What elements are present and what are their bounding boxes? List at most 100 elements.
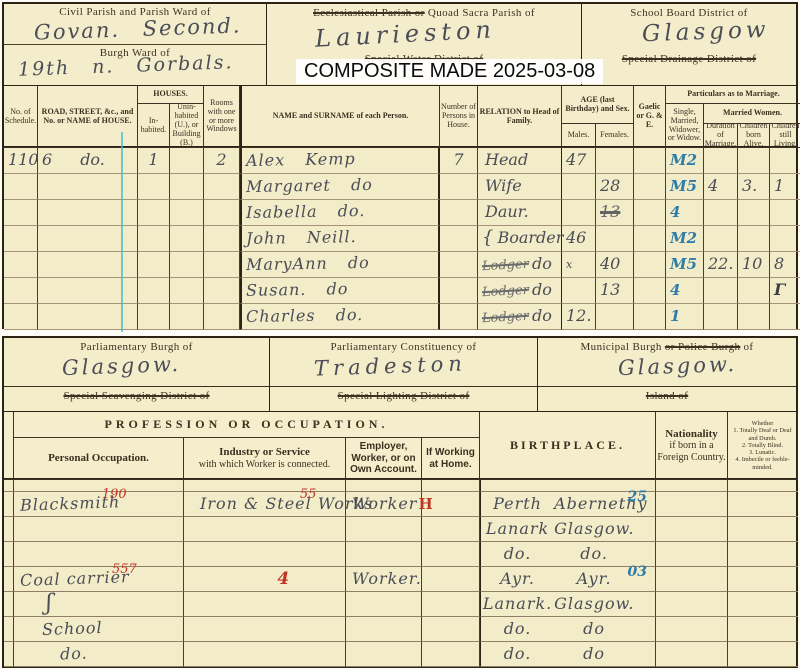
marriage-cell: 1 xyxy=(666,304,704,330)
table2-body: 190 Blacksmith 55 Iron & Steel Works Worke… xyxy=(4,480,798,667)
rooms-cell xyxy=(204,226,240,252)
col-schedule-header: No. of Schedule. xyxy=(4,86,38,148)
relation-cell: Lodger do xyxy=(478,304,562,330)
gaelic-cell xyxy=(634,252,666,278)
age-female-cell: 28 xyxy=(596,174,634,200)
col-males-header: Males. xyxy=(562,124,596,148)
children-born-cell xyxy=(738,278,770,304)
inhabited-cell xyxy=(138,200,170,226)
rooms-cell xyxy=(204,278,240,304)
birthplace-cell: do. do. xyxy=(480,542,656,567)
marriage-cell: M2 xyxy=(666,226,704,252)
children-born-cell: 10 xyxy=(738,252,770,278)
col-birthplace-header: BIRTHPLACE. xyxy=(480,412,656,480)
col-nationality-header: Nationality if born in a Foreign Country… xyxy=(656,412,728,480)
working-at-home-cell xyxy=(422,592,480,617)
working-at-home-cell xyxy=(422,642,480,667)
birthplace-cell: Lanark. Glasgow. xyxy=(480,592,656,617)
persons-cell xyxy=(440,304,478,330)
infirmity-cell xyxy=(728,542,798,567)
police-burgh-struck-label: or Police Burgh xyxy=(664,341,741,353)
persons-cell xyxy=(440,278,478,304)
working-at-home-cell xyxy=(422,492,480,517)
col-houses-header: HOUSES. xyxy=(138,86,204,104)
road-cell xyxy=(38,174,138,200)
road-cell: 6 do. xyxy=(38,148,138,174)
schedule-cell: 110 xyxy=(4,148,39,174)
col-gaelic-header: Gaelic or G. & E. xyxy=(634,86,666,148)
name-cell: MaryAnn do xyxy=(240,252,440,278)
industry-cell xyxy=(184,542,346,567)
uninhabited-cell xyxy=(170,200,204,226)
cyan-mark-line xyxy=(121,132,123,332)
col-age-header: AGE (last Birthday) and Sex. xyxy=(562,86,634,124)
inhabited-cell xyxy=(138,252,170,278)
civil-parish-label: Civil Parish and Parish Ward of xyxy=(59,6,211,18)
children-living-cell: 1 xyxy=(770,304,800,330)
relation-cell: Wife xyxy=(478,174,562,200)
island-struck-label: Island of xyxy=(645,390,689,402)
uninhabited-cell xyxy=(170,252,204,278)
duration-cell xyxy=(704,304,738,330)
relation-cell: Head xyxy=(478,148,562,174)
marriage-cell: M5 xyxy=(666,252,704,278)
industry-cell xyxy=(184,617,346,642)
birthplace-cell: do. do xyxy=(480,617,656,642)
children-born-cell xyxy=(738,226,770,252)
lighting-struck-label: Special Lighting District of xyxy=(337,390,470,402)
infirmity-cell xyxy=(728,642,798,667)
infirmity-cell xyxy=(728,617,798,642)
gaelic-cell xyxy=(634,304,666,330)
age-male-cell: 47 xyxy=(562,148,596,174)
gaelic-cell xyxy=(634,226,666,252)
quoad-sacra-value: Laurieston xyxy=(314,15,497,53)
birthplace-cell: Ayr. Ayr. 03 xyxy=(480,564,656,592)
marriage-cell: M5 xyxy=(666,174,704,200)
col-name-header: NAME and SURNAME of each Person. xyxy=(240,86,440,148)
col-occupation-header: Personal Occupation. xyxy=(14,438,184,480)
working-at-home-cell xyxy=(422,542,480,567)
uninhabited-cell xyxy=(170,148,204,174)
occupation-cell: School xyxy=(14,617,184,642)
name-cell: Alex Kemp xyxy=(240,148,440,174)
name-cell: Susan. do xyxy=(240,278,440,304)
name-cell: Charles do. xyxy=(240,304,440,330)
industry-cell: 4 xyxy=(184,567,346,592)
infirmity-cell xyxy=(728,517,798,542)
schedule-cell xyxy=(4,226,38,252)
inhabited-cell: 1 xyxy=(138,148,170,174)
inhabited-cell xyxy=(138,174,170,200)
duration-cell: 4 xyxy=(704,174,738,200)
working-at-home-cell xyxy=(422,517,480,542)
relation-cell: Lodger do xyxy=(478,278,562,304)
age-female-cell xyxy=(596,304,634,330)
parliamentary-burgh-value: Glasgow. xyxy=(61,351,182,381)
children-living-cell: 11 xyxy=(770,174,800,200)
marriage-cell: 4 xyxy=(666,200,704,226)
municipal-burgh-cell: Municipal Burgh or Police Burgh of Glasg… xyxy=(538,338,796,411)
table1-body: 110 6 do. 1 2 Alex Kemp 7 Head 47 M2 Marg… xyxy=(4,148,800,330)
children-living-cell: 81 xyxy=(770,252,800,278)
industry-cell xyxy=(184,592,346,617)
uninhabited-cell xyxy=(170,304,204,330)
parliamentary-burgh-label: Parliamentary Burgh of xyxy=(80,341,193,353)
infirmity-cell xyxy=(728,567,798,592)
road-cell xyxy=(38,226,138,252)
col-road-header: ROAD, STREET, &c., and No. or NAME of HO… xyxy=(38,86,138,148)
industry-cell xyxy=(184,517,346,542)
nationality-cell xyxy=(656,567,728,592)
rooms-cell xyxy=(204,174,240,200)
cut-edge-column xyxy=(4,412,14,480)
name-cell: John Neill. xyxy=(240,226,440,252)
municipal-burgh-label: Municipal Burgh or Police Burgh of xyxy=(580,341,754,353)
constituency-label: Parliamentary Constituency of xyxy=(330,341,477,353)
industry-cell: 55 Iron & Steel Works xyxy=(184,487,372,517)
municipal-burgh-value: Glasgow. xyxy=(617,351,738,381)
col-relation-header: RELATION to Head of Family. xyxy=(478,86,562,148)
civil-parish-cell: Civil Parish and Parish Ward of Govan. S… xyxy=(4,4,267,85)
children-living-cell: Γ1 xyxy=(770,278,800,304)
persons-cell xyxy=(440,226,478,252)
road-cell xyxy=(38,200,138,226)
burgh-ward-row: Burgh Ward of 19th n. Gorbals. xyxy=(4,45,266,86)
